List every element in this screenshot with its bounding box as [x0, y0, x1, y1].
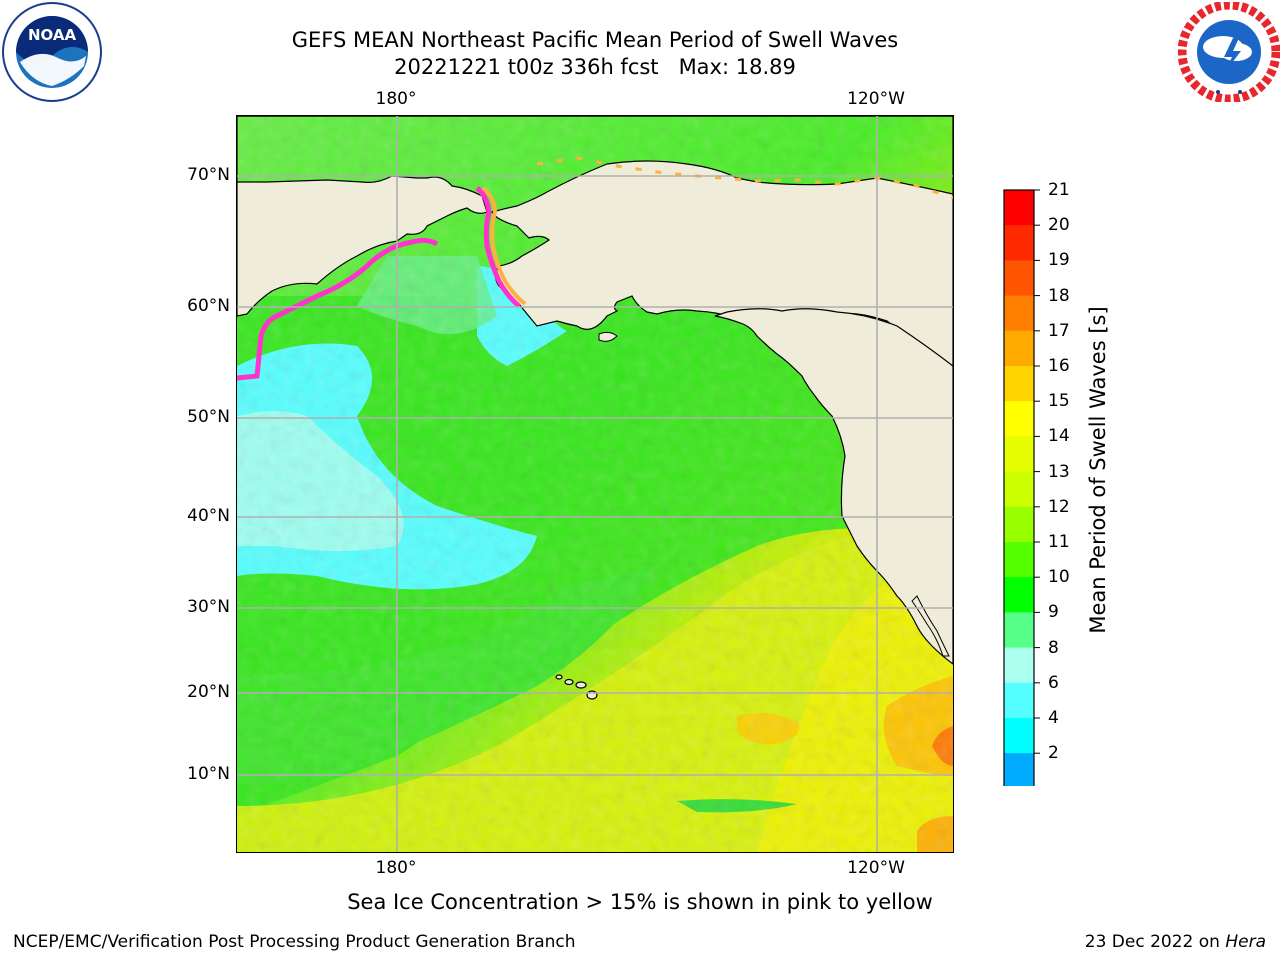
- sea-ice-alaska-inner: [481, 186, 527, 306]
- land-baja: [911, 595, 950, 657]
- lat-label-10n: 10°N: [187, 764, 230, 784]
- footer-date: 23 Dec 2022 on Hera: [1085, 932, 1266, 952]
- colorbar-segment: [1004, 366, 1034, 402]
- footer-host: Hera: [1225, 932, 1266, 952]
- lon-label-bottom-180: 180°: [375, 858, 417, 878]
- sea-ice-arctic-coast: [536, 156, 953, 200]
- lon-label-top-180: 180°: [375, 89, 417, 109]
- colorbar-tick-label: 20: [1048, 215, 1070, 236]
- colorbar-scale: [1003, 189, 1040, 853]
- colorbar-tick-label: 8: [1048, 637, 1059, 658]
- colorbar-segment: [1004, 682, 1034, 719]
- colorbar-segment: [1004, 330, 1034, 367]
- colorbar-segment: [1004, 436, 1034, 473]
- colorbar-segment: [1004, 612, 1034, 649]
- colorbar-segment: [1004, 506, 1034, 543]
- colorbar-segment: [1004, 471, 1034, 508]
- colorbar-segment: [1004, 260, 1034, 297]
- lat-label-60n: 60°N: [187, 296, 230, 316]
- colorbar-tick-label: 15: [1048, 391, 1070, 412]
- chart-subtitle: 20221221 t00z 336h fcst Max: 18.89: [394, 55, 796, 79]
- graticule: [237, 116, 953, 852]
- chart-title: GEFS MEAN Northeast Pacific Mean Period …: [291, 28, 899, 52]
- colorbar-segment: [1004, 295, 1034, 332]
- svg-text:NOAA: NOAA: [28, 26, 77, 44]
- land-kodiak: [598, 331, 618, 342]
- footer-credit: NCEP/EMC/Verification Post Processing Pr…: [13, 932, 576, 952]
- map-panel: [236, 115, 954, 853]
- lat-label-50n: 50°N: [187, 407, 230, 427]
- colorbar-segment: [1004, 401, 1034, 437]
- colorbar-tick-label: 14: [1048, 426, 1070, 447]
- footer-date-text: 23 Dec 2022 on: [1084, 932, 1226, 952]
- colorbar-tick-label: 16: [1048, 356, 1070, 376]
- colorbar-tick-label: 2: [1048, 743, 1059, 764]
- colorbar-tick-label: 13: [1048, 461, 1070, 482]
- colorbar-tick-label: 17: [1048, 320, 1070, 341]
- lat-label-20n: 20°N: [187, 682, 230, 702]
- lat-label-30n: 30°N: [187, 597, 230, 617]
- lon-label-top-120w: 120°W: [847, 89, 905, 109]
- noaa-logo: NOAA: [0, 0, 104, 104]
- lat-label-70n: 70°N: [187, 165, 230, 185]
- colorbar-tick-label: 6: [1048, 672, 1059, 693]
- colorbar-segment: [1004, 542, 1034, 578]
- colorbar-segment: [1004, 718, 1034, 754]
- colorbar-tick-label: 18: [1048, 285, 1070, 306]
- colorbar-segment: [1004, 647, 1034, 684]
- colorbar-tick-label: 19: [1048, 250, 1070, 271]
- colorbar-segment: [1004, 225, 1034, 261]
- colorbar-tick-label: 10: [1048, 567, 1070, 588]
- colorbar-tick-label: 9: [1048, 602, 1059, 623]
- sea-ice-footnote: Sea Ice Concentration > 15% is shown in …: [347, 890, 933, 914]
- colorbar-tick-label: 21: [1048, 180, 1070, 200]
- land-siberia: [237, 116, 953, 317]
- land-north-america: [714, 308, 953, 665]
- colorbar: [1000, 186, 1060, 853]
- colorbar-segment: [1004, 753, 1034, 789]
- colorbar-tick-label: 4: [1048, 708, 1059, 728]
- lon-label-bottom-120w: 120°W: [847, 858, 905, 878]
- sea-ice-siberia-edge: [237, 237, 439, 381]
- lat-label-40n: 40°N: [187, 506, 230, 526]
- colorbar-tick-label: 12: [1048, 496, 1070, 517]
- colorbar-tick-label: 11: [1048, 532, 1070, 552]
- nws-logo: [1177, 0, 1280, 104]
- map-canvas: [237, 116, 953, 852]
- colorbar-title: Mean Period of Swell Waves [s]: [1086, 306, 1110, 634]
- sea-ice-alaska-edge: [475, 186, 521, 308]
- colorbar-segment: [1004, 190, 1034, 226]
- colorbar-segment: [1004, 577, 1034, 613]
